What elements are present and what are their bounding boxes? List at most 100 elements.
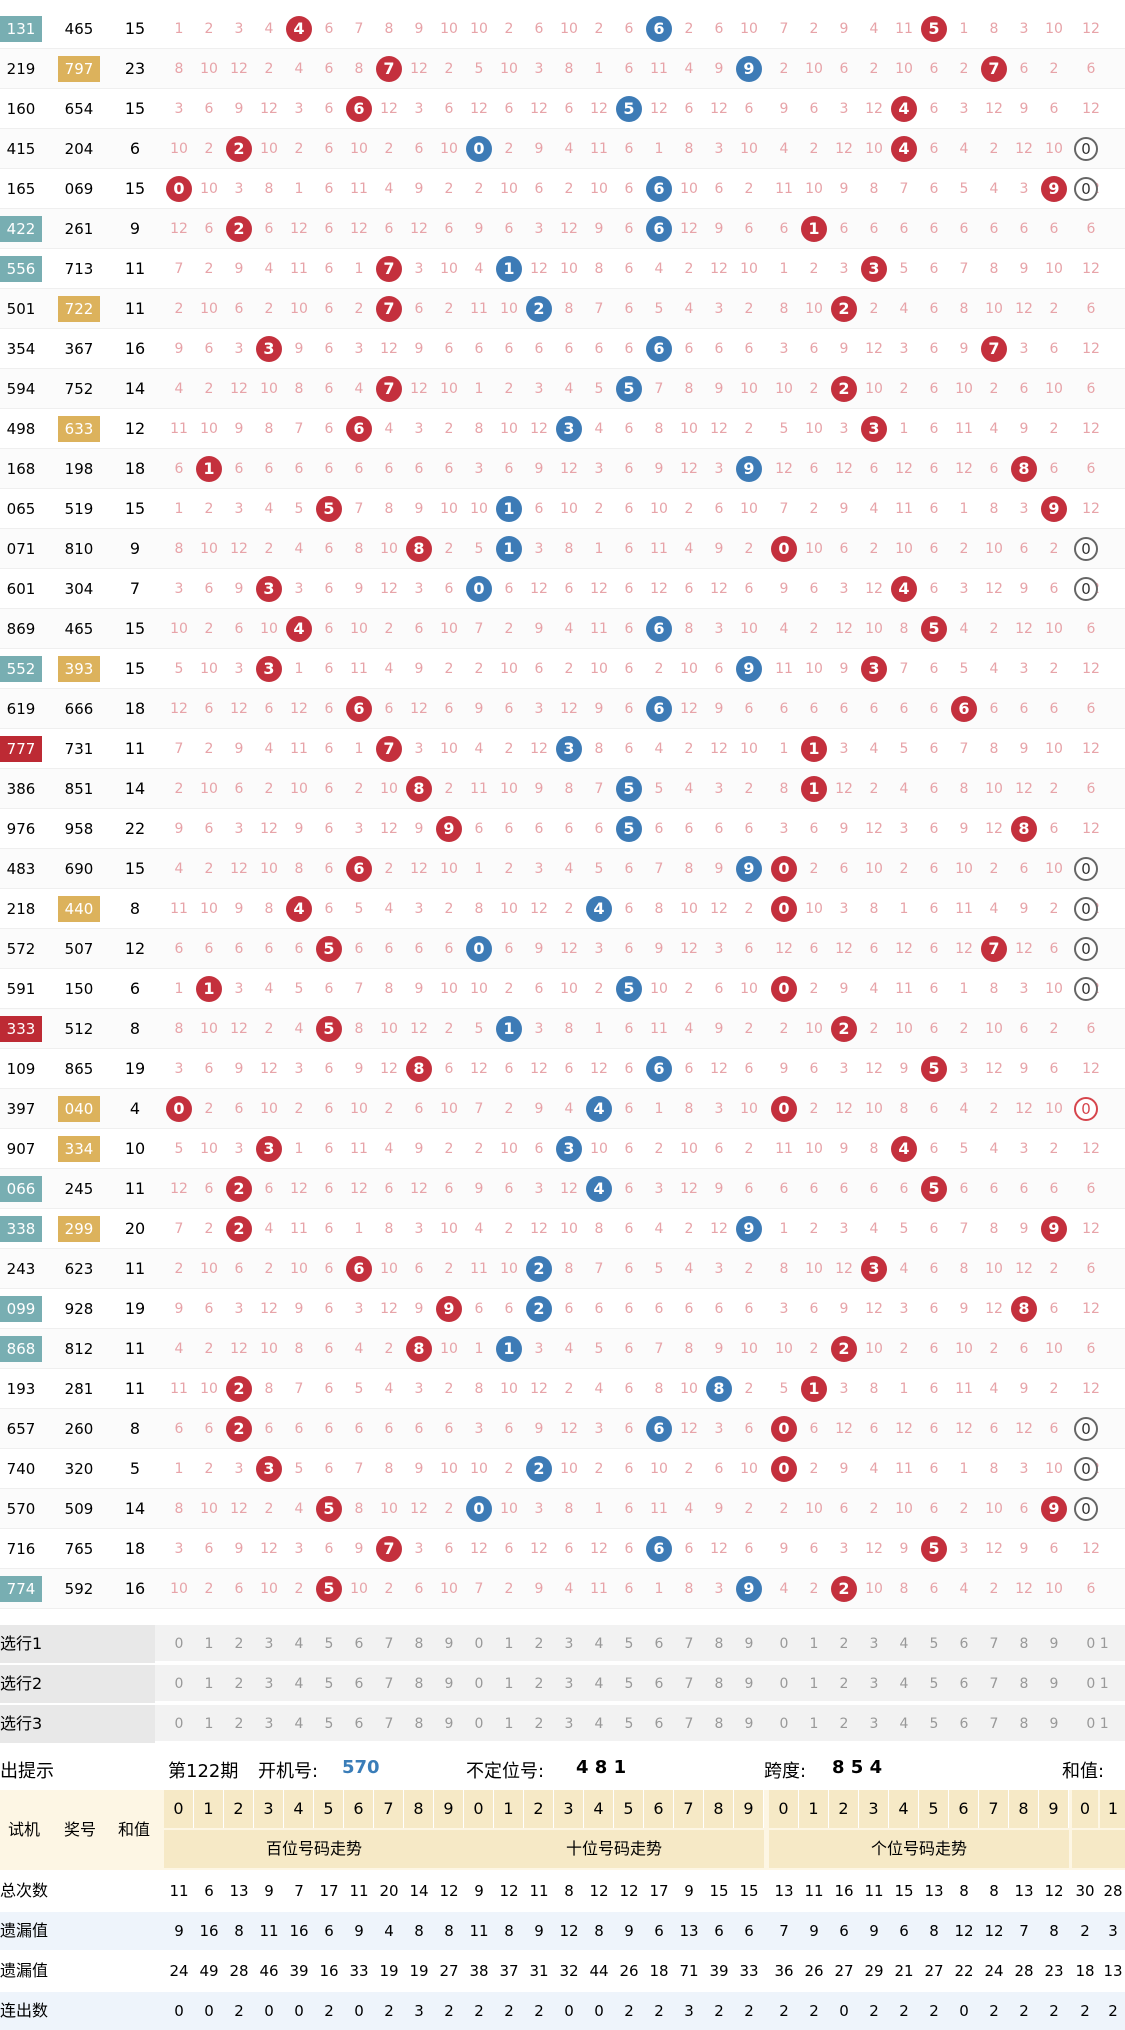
- select-digit[interactable]: 4: [899, 1676, 909, 1692]
- select-digit[interactable]: 7: [384, 1676, 394, 1692]
- select-digit[interactable]: 0: [779, 1716, 789, 1732]
- select-digit[interactable]: 5: [324, 1716, 334, 1732]
- select-digit[interactable]: 6: [354, 1636, 364, 1652]
- select-digit[interactable]: 7: [684, 1636, 694, 1652]
- select-digit[interactable]: 6: [654, 1716, 664, 1732]
- select-digit[interactable]: 1: [204, 1676, 214, 1692]
- select-digit[interactable]: 9: [444, 1636, 454, 1652]
- missing-count: 9: [779, 1541, 789, 1557]
- select-digit[interactable]: 4: [899, 1716, 909, 1732]
- select-digit[interactable]: 4: [294, 1636, 304, 1652]
- select-digit[interactable]: 0: [474, 1716, 484, 1732]
- select-digit[interactable]: 8: [1019, 1676, 1029, 1692]
- select-digit[interactable]: 8: [414, 1676, 424, 1692]
- select-digit[interactable]: 7: [384, 1716, 394, 1732]
- select-digit[interactable]: 0: [474, 1636, 484, 1652]
- select-digit[interactable]: 8: [414, 1716, 424, 1732]
- select-digit[interactable]: 3: [869, 1716, 879, 1732]
- select-digit[interactable]: 7: [989, 1676, 999, 1692]
- select-digit[interactable]: 0: [474, 1676, 484, 1692]
- select-digit[interactable]: 8: [714, 1676, 724, 1692]
- select-digit[interactable]: 5: [929, 1716, 939, 1732]
- select-digit[interactable]: 9: [744, 1676, 754, 1692]
- select-digit[interactable]: 9: [1049, 1716, 1059, 1732]
- select-row-label[interactable]: 选行2: [0, 1665, 155, 1703]
- select-digit[interactable]: 1: [504, 1716, 514, 1732]
- select-digit[interactable]: 8: [414, 1636, 424, 1652]
- select-digit[interactable]: 4: [294, 1716, 304, 1732]
- select-digit[interactable]: 9: [744, 1636, 754, 1652]
- select-digit[interactable]: 7: [684, 1716, 694, 1732]
- select-digit[interactable]: 6: [654, 1636, 664, 1652]
- select-digit[interactable]: 6: [354, 1676, 364, 1692]
- select-digit-partial[interactable]: 0 1: [1086, 1636, 1109, 1652]
- select-digit[interactable]: 8: [714, 1716, 724, 1732]
- select-digit[interactable]: 0: [779, 1676, 789, 1692]
- select-digit[interactable]: 2: [234, 1716, 244, 1732]
- select-digit[interactable]: 3: [264, 1676, 274, 1692]
- select-digit-partial[interactable]: 0 1: [1086, 1676, 1109, 1692]
- select-digit[interactable]: 1: [504, 1636, 514, 1652]
- select-digit[interactable]: 2: [839, 1636, 849, 1652]
- select-digit[interactable]: 9: [1049, 1636, 1059, 1652]
- select-row-label[interactable]: 选行3: [0, 1705, 155, 1743]
- select-digit[interactable]: 5: [324, 1676, 334, 1692]
- missing-count: 8: [564, 781, 574, 797]
- select-digit[interactable]: 0: [174, 1676, 184, 1692]
- select-digit[interactable]: 1: [204, 1636, 214, 1652]
- missing-count: 9: [779, 581, 789, 597]
- select-row-label[interactable]: 选行1: [0, 1625, 155, 1663]
- select-digit[interactable]: 5: [929, 1636, 939, 1652]
- select-digit[interactable]: 5: [624, 1636, 634, 1652]
- select-digit[interactable]: 2: [534, 1676, 544, 1692]
- select-digit[interactable]: 1: [809, 1636, 819, 1652]
- select-digit[interactable]: 0: [174, 1716, 184, 1732]
- select-digit[interactable]: 9: [744, 1716, 754, 1732]
- select-digit[interactable]: 1: [204, 1716, 214, 1732]
- select-digit[interactable]: 9: [444, 1676, 454, 1692]
- select-digit[interactable]: 7: [684, 1676, 694, 1692]
- select-digit[interactable]: 2: [234, 1636, 244, 1652]
- select-digit[interactable]: 1: [809, 1716, 819, 1732]
- select-digit[interactable]: 0: [779, 1636, 789, 1652]
- select-digit[interactable]: 2: [234, 1676, 244, 1692]
- select-digit[interactable]: 7: [384, 1636, 394, 1652]
- select-digit[interactable]: 9: [444, 1716, 454, 1732]
- select-digit[interactable]: 6: [959, 1676, 969, 1692]
- select-digit[interactable]: 8: [1019, 1636, 1029, 1652]
- select-digit[interactable]: 8: [714, 1636, 724, 1652]
- select-digit[interactable]: 3: [869, 1676, 879, 1692]
- select-digit[interactable]: 6: [354, 1716, 364, 1732]
- select-digit[interactable]: 2: [839, 1716, 849, 1732]
- select-digit[interactable]: 4: [899, 1636, 909, 1652]
- select-digit-partial[interactable]: 0 1: [1086, 1716, 1109, 1732]
- select-digit[interactable]: 6: [654, 1676, 664, 1692]
- select-digit[interactable]: 5: [624, 1676, 634, 1692]
- select-digit[interactable]: 4: [594, 1716, 604, 1732]
- select-digit[interactable]: 4: [294, 1676, 304, 1692]
- select-digit[interactable]: 6: [959, 1636, 969, 1652]
- units-ball: 0: [771, 1416, 797, 1442]
- select-digit[interactable]: 8: [1019, 1716, 1029, 1732]
- select-digit[interactable]: 7: [989, 1716, 999, 1732]
- select-digit[interactable]: 5: [624, 1716, 634, 1732]
- select-digit[interactable]: 5: [929, 1676, 939, 1692]
- select-digit[interactable]: 4: [594, 1676, 604, 1692]
- select-digit[interactable]: 7: [989, 1636, 999, 1652]
- select-digit[interactable]: 5: [324, 1636, 334, 1652]
- select-digit[interactable]: 3: [564, 1676, 574, 1692]
- select-digit[interactable]: 2: [534, 1716, 544, 1732]
- select-digit[interactable]: 3: [564, 1636, 574, 1652]
- select-digit[interactable]: 9: [1049, 1676, 1059, 1692]
- select-digit[interactable]: 1: [809, 1676, 819, 1692]
- select-digit[interactable]: 2: [534, 1636, 544, 1652]
- select-digit[interactable]: 3: [264, 1636, 274, 1652]
- select-digit[interactable]: 3: [564, 1716, 574, 1732]
- select-digit[interactable]: 0: [174, 1636, 184, 1652]
- select-digit[interactable]: 1: [504, 1676, 514, 1692]
- select-digit[interactable]: 2: [839, 1676, 849, 1692]
- select-digit[interactable]: 6: [959, 1716, 969, 1732]
- select-digit[interactable]: 3: [869, 1636, 879, 1652]
- select-digit[interactable]: 4: [594, 1636, 604, 1652]
- select-digit[interactable]: 3: [264, 1716, 274, 1732]
